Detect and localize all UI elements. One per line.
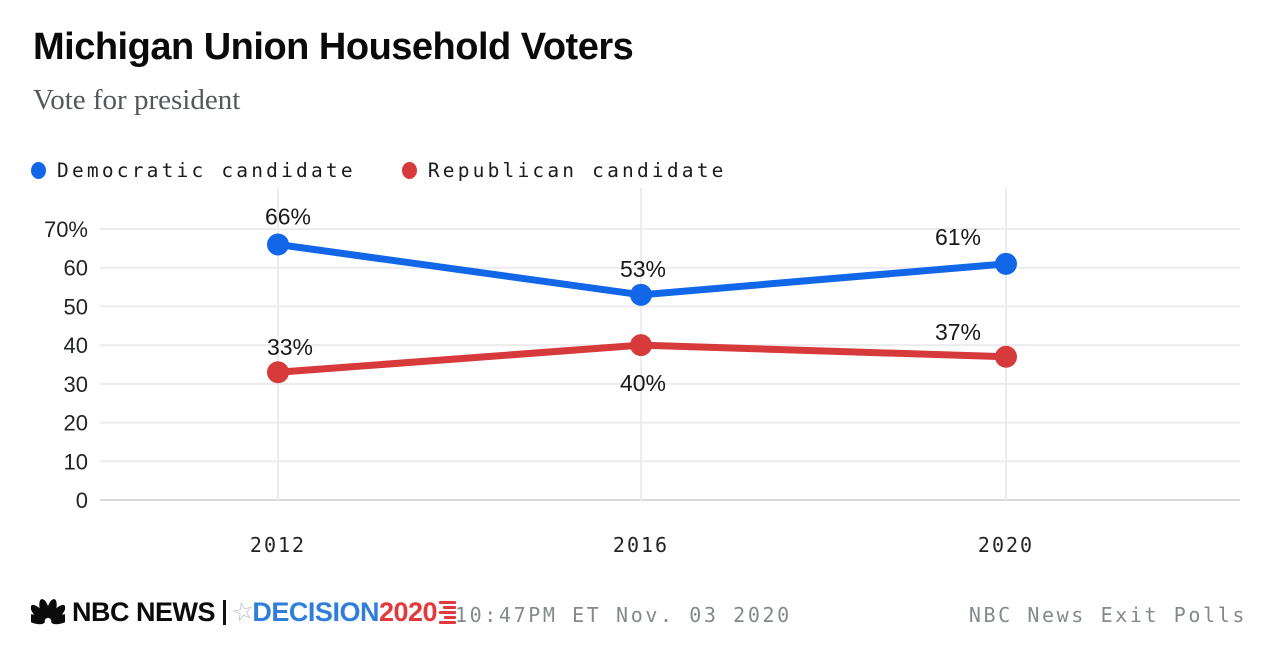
nbc-news-wordmark: NBC NEWS <box>72 596 216 627</box>
legend-item-republican: Republican candidate <box>401 158 727 182</box>
footer-divider <box>223 599 226 625</box>
decision-wordmark: DECISION <box>252 596 379 627</box>
footer-branding: NBC NEWS ☆ DECISION 2020 <box>31 592 457 632</box>
data-point <box>630 334 652 357</box>
page-title: Michigan Union Household Voters <box>33 26 634 68</box>
data-label: 40% <box>620 370 666 396</box>
data-label: 37% <box>935 319 981 345</box>
y-tick-label: 50 <box>64 294 88 319</box>
data-point <box>995 252 1017 275</box>
y-tick-label: 40 <box>64 333 88 358</box>
source-credit: NBC News Exit Polls <box>968 603 1247 627</box>
democratic-dot-icon <box>31 161 46 179</box>
data-label: 53% <box>620 256 666 282</box>
page-subtitle: Vote for president <box>33 84 241 116</box>
y-tick-label: 20 <box>64 411 88 436</box>
decision-year: 2020 <box>378 596 438 627</box>
data-point <box>267 233 289 256</box>
y-tick-label: 10 <box>64 449 88 474</box>
legend-label-republican: Republican candidate <box>427 158 727 182</box>
y-tick-label: 0 <box>76 488 88 513</box>
y-tick-label: 60 <box>64 256 88 281</box>
legend-label-democratic: Democratic candidate <box>57 158 356 182</box>
y-tick-label: 70% <box>44 217 88 242</box>
legend-item-democratic: Democratic candidate <box>31 159 356 182</box>
republican-dot-icon <box>401 161 417 179</box>
y-tick-label: 30 <box>64 372 88 397</box>
chart-legend: Democratic candidate Republican candidat… <box>31 156 727 184</box>
data-point <box>995 345 1017 368</box>
data-label: 33% <box>267 334 313 360</box>
nbc-peacock-icon <box>31 598 65 624</box>
x-tick-label: 2020 <box>978 533 1034 557</box>
x-tick-label: 2012 <box>250 533 306 557</box>
x-tick-label: 2016 <box>613 533 669 557</box>
flag-stripes-icon <box>439 600 457 624</box>
data-point <box>267 361 289 384</box>
data-label: 61% <box>935 224 981 250</box>
timestamp: 10:47PM ET Nov. 03 2020 <box>455 603 792 627</box>
data-label: 66% <box>265 203 311 229</box>
data-point <box>630 283 652 306</box>
